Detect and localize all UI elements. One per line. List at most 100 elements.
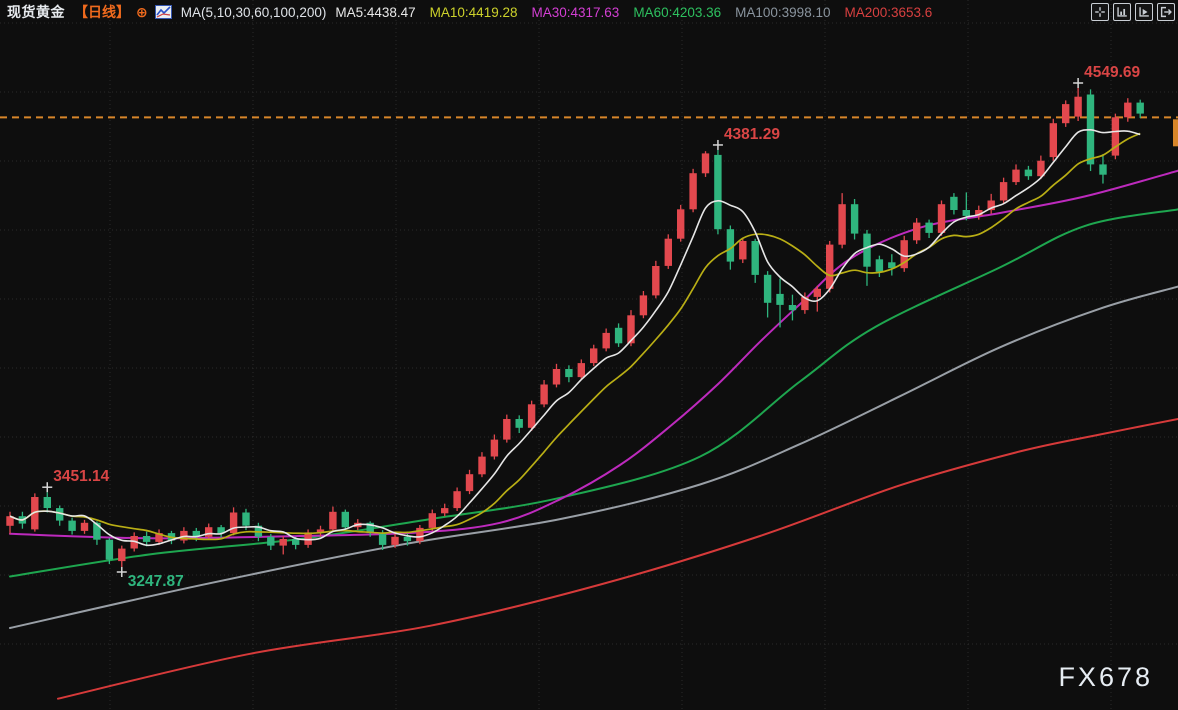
candle-body (701, 153, 710, 174)
candle-body (1136, 102, 1144, 114)
candle-body (850, 204, 859, 234)
ma-value: MA100:3998.10 (735, 4, 831, 20)
chart-header: 现货黄金 【日线】 ⊕ MA(5,10,30,60,100,200) MA5:4… (0, 0, 1178, 24)
price-marker: 3451.14 (42, 468, 110, 493)
candle-body (155, 533, 163, 542)
candle-body (1024, 169, 1033, 177)
candle-body (888, 262, 896, 269)
candle-body (826, 244, 834, 289)
candle-body (664, 238, 672, 266)
candle-body (590, 348, 598, 364)
price-line-edge-mark (1173, 119, 1178, 147)
price-marker: 4549.69 (1073, 64, 1141, 88)
candle-body (801, 296, 809, 311)
candle-body (937, 204, 946, 233)
candle-body (726, 229, 735, 262)
candle-body (950, 196, 958, 210)
candle-body (739, 241, 747, 260)
candle-body (1049, 123, 1057, 158)
candle-body (1012, 169, 1020, 183)
candle-body (68, 520, 76, 531)
candle-body (416, 527, 424, 542)
candle-body (677, 209, 685, 239)
export-icon[interactable] (1157, 3, 1175, 21)
candle-body (863, 233, 871, 267)
candle-body (639, 295, 648, 316)
candle-body (540, 384, 548, 405)
candle-body (279, 539, 287, 546)
candle-body (93, 522, 101, 540)
watermark: FX678 (1058, 662, 1153, 692)
candle-body (130, 536, 138, 549)
ma-value: MA5:4438.47 (335, 4, 416, 20)
candle-body (875, 259, 884, 272)
chart-axis-icon[interactable] (1113, 3, 1131, 21)
candle-body (689, 173, 697, 210)
price-marker: 3247.87 (116, 567, 184, 590)
candle-body (527, 404, 536, 428)
candle-body (1111, 117, 1120, 156)
candle-body (267, 536, 275, 546)
candle-body (192, 530, 200, 537)
price-label: 3451.14 (53, 468, 109, 485)
candle-body (341, 511, 349, 528)
candle-body (6, 516, 14, 526)
candle-body (552, 369, 561, 385)
candles-group (6, 88, 1144, 567)
candle-body (503, 419, 511, 440)
chart-toolbar (1091, 3, 1175, 21)
candle-body (465, 474, 474, 492)
price-label: 4549.69 (1084, 64, 1140, 81)
candle-body (999, 182, 1008, 201)
candle-body (987, 200, 995, 211)
candle-body (43, 497, 51, 508)
candle-body (478, 456, 486, 475)
candle-body (105, 539, 114, 560)
candle-body (217, 527, 225, 534)
zoom-in-icon[interactable]: ⊕ (136, 3, 148, 20)
candle-body (627, 315, 635, 344)
price-marker: 4381.29 (712, 126, 780, 150)
candle-body (962, 210, 970, 216)
candle-body (453, 491, 461, 509)
candle-body (515, 419, 523, 428)
candle-body (118, 548, 126, 562)
candle-body (714, 154, 722, 230)
ma-line-ma100 (9, 285, 1178, 629)
candle-body (975, 210, 983, 216)
candle-body (614, 327, 623, 344)
ma-value: MA10:4419.28 (429, 4, 518, 20)
candle-body (441, 508, 449, 514)
ma-line-ma10 (9, 132, 1141, 541)
candle-body (56, 508, 64, 521)
ma-line-ma30 (9, 169, 1178, 540)
candle-body (652, 266, 660, 296)
candle-body (763, 274, 772, 303)
candle-body (925, 222, 933, 233)
symbol-name: 现货黄金 (7, 4, 65, 20)
candle-body (229, 512, 238, 534)
candle-body (304, 532, 312, 545)
candle-body (913, 222, 921, 241)
candle-body (788, 305, 797, 311)
candle-body (751, 241, 759, 275)
ma-values: MA5:4438.47 MA10:4419.28 MA30:4317.63 MA60:… (335, 5, 932, 20)
ma-value: MA30:4317.63 (531, 4, 620, 20)
candle-body (1037, 160, 1045, 177)
ma-line-ma5 (9, 128, 1141, 547)
candle-body (813, 288, 821, 297)
ma-line-ma60 (9, 208, 1178, 578)
timeframe-label[interactable]: 【日线】 (74, 4, 130, 20)
candle-body (329, 511, 337, 530)
candle-body (1124, 102, 1132, 118)
chart-play-icon[interactable] (1135, 3, 1153, 21)
candle-body (1099, 164, 1107, 175)
price-label: 3247.87 (128, 573, 184, 590)
move-icon[interactable] (1091, 3, 1109, 21)
mini-chart-icon[interactable] (154, 5, 172, 19)
candle-body (1074, 96, 1082, 117)
candle-body (565, 369, 573, 378)
candle-body (378, 533, 387, 545)
